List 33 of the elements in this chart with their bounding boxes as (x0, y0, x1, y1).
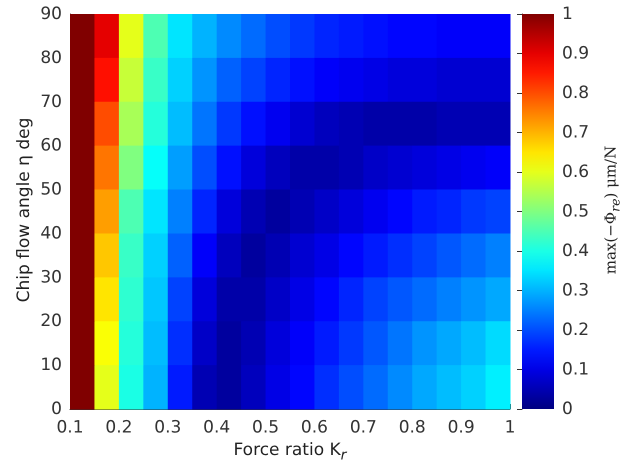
color-bar-label: 0.2 (562, 320, 590, 340)
y-axis-title: Chip flow angle η deg (14, 118, 34, 302)
x-tick-label: 0.3 (154, 418, 182, 438)
color-bar-label: 0.5 (562, 202, 590, 222)
y-tick-label: 50 (40, 180, 62, 200)
color-bar-label: 0.6 (562, 162, 590, 182)
y-tick-label: 40 (40, 223, 62, 244)
x-tick-label: 0.8 (398, 418, 426, 438)
y-tick-label: 60 (40, 136, 62, 156)
y-tick-label: 80 (40, 48, 62, 68)
x-tick-label: 0.4 (203, 418, 230, 438)
y-tick-label: 70 (40, 92, 62, 112)
color-bar-label: 0.7 (562, 122, 590, 142)
color-bar-label: 0 (562, 399, 573, 419)
color-bar-label: 0.4 (562, 241, 590, 261)
y-tick-label: 20 (40, 311, 62, 332)
x-tick-label: 0.2 (105, 418, 132, 438)
y-tick-label: 90 (40, 4, 62, 24)
color-bar-label: 0.3 (562, 280, 590, 300)
y-tick-label: 30 (40, 267, 62, 288)
color-bar-label: 0.9 (562, 44, 590, 64)
x-axis-title: Force ratio K$_{r}$ (232, 440, 348, 464)
x-tick-label: 0.9 (448, 418, 475, 438)
x-tick-label: 0.5 (252, 418, 280, 438)
color-bar-label: 0.8 (562, 83, 590, 103)
color-bar-label: 0.1 (562, 360, 590, 380)
x-tick-label: 0.1 (56, 418, 84, 438)
x-tick-label: 0.6 (300, 418, 328, 438)
x-tick-label: 0.7 (350, 418, 377, 438)
y-tick-label: 10 (40, 355, 62, 376)
y-tick-label: 0 (51, 399, 62, 419)
x-tick-label: 1 (504, 418, 516, 438)
color-bar-label: 1 (562, 4, 573, 24)
